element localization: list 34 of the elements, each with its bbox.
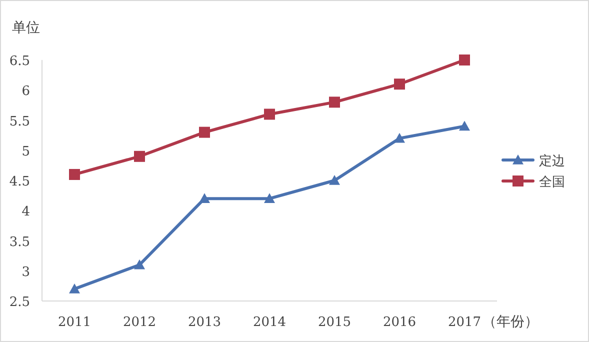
point bbox=[199, 193, 210, 203]
x-tick-label: 2015 bbox=[318, 315, 352, 330]
y-tick-label: 3.5 bbox=[9, 234, 30, 250]
x-axis-title: （年份） bbox=[482, 314, 538, 330]
legend-label: 全国 bbox=[539, 175, 565, 190]
y-tick-label: 3 bbox=[22, 264, 30, 280]
y-tick-label: 5.5 bbox=[9, 114, 30, 130]
point bbox=[459, 54, 470, 66]
point bbox=[459, 120, 470, 131]
x-tick-label: 2014 bbox=[252, 315, 286, 330]
point bbox=[329, 96, 340, 108]
point bbox=[69, 283, 80, 294]
point bbox=[394, 78, 405, 90]
x-tick-label: 2011 bbox=[58, 315, 92, 330]
point bbox=[69, 168, 80, 180]
y-tick-label: 6.5 bbox=[9, 54, 30, 69]
x-tick-label: 2016 bbox=[382, 315, 416, 330]
y-tick-label: 6 bbox=[22, 84, 30, 100]
point bbox=[199, 126, 210, 138]
x-tick-label: 2012 bbox=[122, 315, 156, 330]
y-tick-label: 4 bbox=[22, 204, 30, 220]
point bbox=[134, 150, 145, 162]
y-axis-title: 单位 bbox=[12, 20, 40, 36]
point bbox=[329, 175, 340, 185]
x-tick-label: 2017 bbox=[448, 315, 482, 330]
point bbox=[394, 132, 405, 143]
y-tick-label: 4.5 bbox=[9, 174, 30, 190]
y-tick-label: 5 bbox=[22, 144, 30, 160]
y-tick-label: 2.5 bbox=[9, 295, 30, 310]
point bbox=[264, 193, 275, 203]
point bbox=[134, 259, 145, 270]
x-tick-label: 2013 bbox=[188, 315, 222, 330]
point bbox=[264, 108, 275, 120]
legend-label: 定边 bbox=[539, 154, 565, 169]
